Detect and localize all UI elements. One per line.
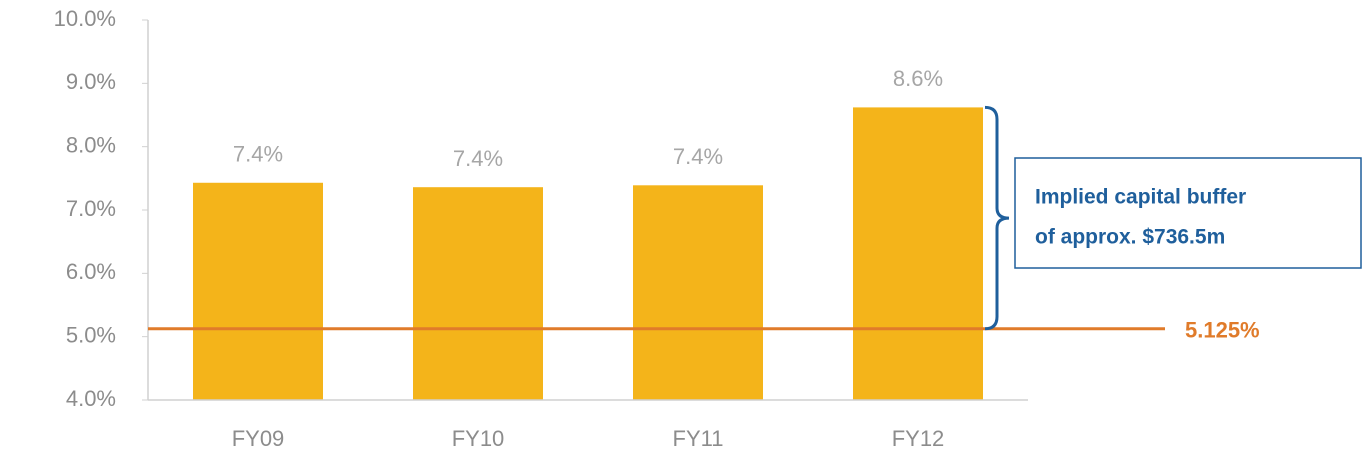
bar [853,107,983,401]
annotation-text: Implied capital buffer [1035,186,1246,209]
y-tick-label: 7.0% [66,196,116,221]
reference-label: 5.125% [1185,318,1260,343]
value-label: 7.4% [233,142,283,167]
y-tick-label: 4.0% [66,386,116,411]
bar [413,187,543,400]
y-tick-label: 10.0% [54,6,116,31]
value-label: 7.4% [453,146,503,171]
annotation-text: of approx. $736.5m [1035,226,1225,249]
y-tick-label: 6.0% [66,259,116,284]
bar [633,185,763,400]
x-tick-label: FY12 [892,426,945,451]
y-tick-label: 5.0% [66,322,116,347]
bar [193,182,323,400]
x-tick-label: FY09 [232,426,285,451]
y-tick-label: 9.0% [66,69,116,94]
y-tick-label: 8.0% [66,132,116,157]
x-tick-label: FY10 [452,426,505,451]
value-label: 7.4% [673,144,723,169]
value-label: 8.6% [893,66,943,91]
x-tick-label: FY11 [673,426,724,451]
annotation-box [1014,157,1362,269]
brace [984,105,1010,331]
